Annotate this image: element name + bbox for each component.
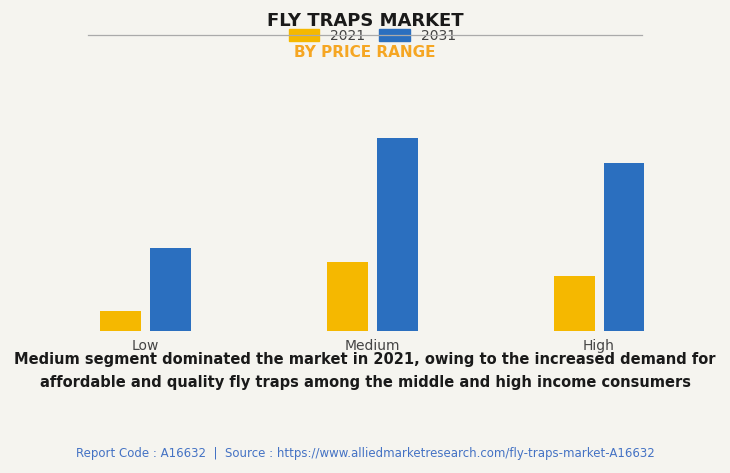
Bar — [553, 276, 594, 331]
Bar — [150, 248, 191, 331]
Bar — [377, 138, 418, 331]
Text: BY PRICE RANGE: BY PRICE RANGE — [294, 45, 436, 60]
Legend: 2021, 2031: 2021, 2031 — [285, 25, 460, 47]
Text: Report Code : A16632  |  Source : https://www.alliedmarketresearch.com/fly-traps: Report Code : A16632 | Source : https://… — [76, 447, 654, 460]
Text: Medium segment dominated the market in 2021, owing to the increased demand for
a: Medium segment dominated the market in 2… — [15, 352, 715, 390]
Bar — [327, 262, 368, 331]
Text: FLY TRAPS MARKET: FLY TRAPS MARKET — [266, 12, 464, 30]
Bar — [604, 163, 645, 331]
Bar — [100, 311, 141, 331]
